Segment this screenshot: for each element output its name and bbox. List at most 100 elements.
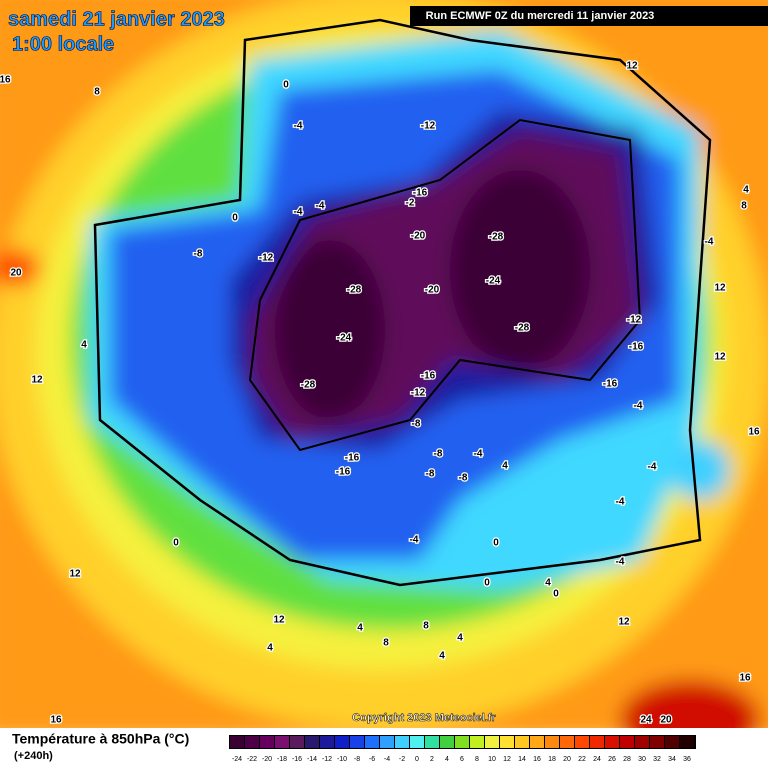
contour-label: 12	[714, 352, 726, 363]
colorbar-swatch	[290, 736, 304, 748]
contour-label: 4	[267, 643, 273, 654]
contour-label: 12	[626, 61, 638, 72]
contour-label: -4	[294, 121, 303, 132]
colorbar-swatch	[470, 736, 484, 748]
colorbar-swatch	[245, 736, 259, 748]
run-banner	[410, 6, 768, 26]
contour-label: -8	[459, 473, 468, 484]
contour-label: 12	[273, 615, 285, 626]
colorbar-tick: 32	[653, 756, 661, 763]
colorbar-swatch	[605, 736, 619, 748]
contour-label: 20	[10, 268, 22, 279]
contour-label: 4	[439, 651, 445, 662]
contour-label: -8	[426, 469, 435, 480]
contour-label: -4	[294, 207, 303, 218]
contour-label: 0	[553, 589, 559, 600]
colorbar-swatch	[680, 736, 694, 748]
contour-label: -16	[603, 379, 618, 390]
colorbar-swatch	[590, 736, 604, 748]
contour-label: 0	[493, 538, 499, 549]
contour-label: -2	[406, 198, 415, 209]
cold-isotherm	[248, 118, 642, 452]
contour-label: 20	[660, 715, 672, 726]
colorbar-tick: 2	[430, 756, 434, 763]
contour-label: -28	[301, 380, 316, 391]
contour-label: 12	[31, 375, 43, 386]
colorbar-swatch	[440, 736, 454, 748]
colorbar-tick: 36	[683, 756, 691, 763]
colorbar-swatch	[485, 736, 499, 748]
colorbar-swatch	[350, 736, 364, 748]
colorbar-tick: 28	[623, 756, 631, 763]
contour-label: -12	[421, 121, 436, 132]
contour-label: -4	[616, 557, 625, 568]
colorbar-swatch	[545, 736, 559, 748]
contour-label: 16	[0, 75, 11, 86]
contour-label: 0	[484, 578, 490, 589]
contour-label: -20	[411, 231, 426, 242]
contour-label: 16	[739, 673, 751, 684]
colorbar-swatch	[650, 736, 664, 748]
colorbar-tick: 30	[638, 756, 646, 763]
colorbar-tick: -6	[369, 756, 375, 763]
contour-label: -24	[337, 333, 352, 344]
colorbar-tick: 14	[518, 756, 526, 763]
contour-label: -20	[425, 285, 440, 296]
colorbar-swatch	[515, 736, 529, 748]
contour-label: 4	[81, 340, 87, 351]
zero-isotherm	[93, 18, 712, 587]
contour-label: 24	[640, 715, 652, 726]
contour-label: -16	[421, 371, 436, 382]
contour-label: -4	[705, 237, 714, 248]
contour-label: 12	[618, 617, 630, 628]
contour-label: -8	[434, 449, 443, 460]
colorbar-swatch	[395, 736, 409, 748]
colorbar-tick: 34	[668, 756, 676, 763]
colorbar-swatch	[575, 736, 589, 748]
colorbar-swatch	[530, 736, 544, 748]
contour-label: -8	[194, 249, 203, 260]
colorbar-swatch	[620, 736, 634, 748]
colorbar-swatch	[635, 736, 649, 748]
contour-label: 16	[50, 715, 62, 726]
colorbar-swatch	[425, 736, 439, 748]
colorbar-tick: 10	[488, 756, 496, 763]
contour-label: -8	[412, 419, 421, 430]
contour-label: 4	[457, 633, 463, 644]
colorbar-swatch	[410, 736, 424, 748]
colorbar-tick: -20	[262, 756, 272, 763]
contour-label: 0	[173, 538, 179, 549]
contour-label: 4	[743, 185, 749, 196]
colorbar-tick: 6	[460, 756, 464, 763]
colorbar-tick: -2	[399, 756, 405, 763]
valid-date: samedi 21 janvier 2023	[8, 8, 225, 30]
contour-label: -4	[474, 449, 483, 460]
contour-label: 8	[94, 87, 100, 98]
contour-label: -12	[627, 315, 642, 326]
contour-label: -12	[259, 253, 274, 264]
colorbar: -24 -22 -20 -18 -16 -14 -12 -10 -8 -6 -4 -2 0 2 4 6 8 10 1…	[229, 735, 696, 763]
colorbar-tick: 20	[563, 756, 571, 763]
colorbar-tick: 26	[608, 756, 616, 763]
colorbar-swatch	[665, 736, 679, 748]
contour-label: 4	[357, 623, 363, 634]
contour-label: -4	[616, 497, 625, 508]
colorbar-tick: 12	[503, 756, 511, 763]
colorbar-swatch	[500, 736, 514, 748]
lead-time: (+240h)	[14, 750, 53, 762]
contour-label: 8	[383, 638, 389, 649]
contour-label: -16	[629, 342, 644, 353]
colorbar-tick: -24	[232, 756, 242, 763]
colorbar-swatch	[275, 736, 289, 748]
contour-label: 8	[423, 621, 429, 632]
contour-label: -24	[486, 276, 501, 287]
colorbar-tick: -4	[384, 756, 390, 763]
colorbar-swatch	[455, 736, 469, 748]
colorbar-tick: 4	[445, 756, 449, 763]
contour-label: -28	[489, 232, 504, 243]
contour-label: -16	[336, 467, 351, 478]
colorbar-tick: 18	[548, 756, 556, 763]
contour-label: 12	[714, 283, 726, 294]
